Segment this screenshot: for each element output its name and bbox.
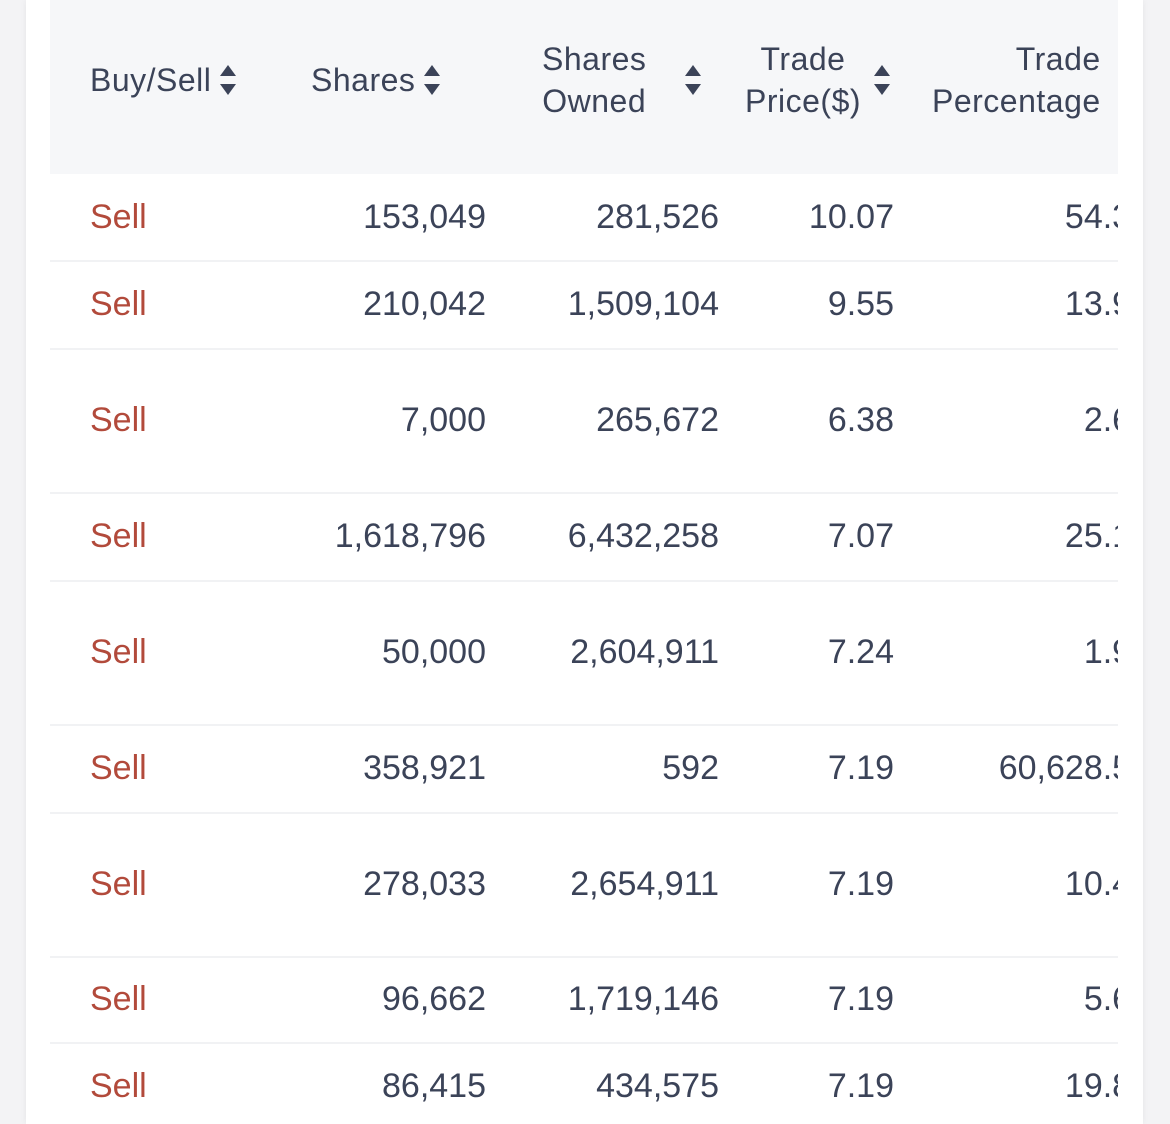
trade-price-value: 9.55 <box>827 284 894 323</box>
insider-trades-card: Buy/Sell Shares Shares Owned Trade Price… <box>26 0 1143 1124</box>
table-row: Sell 1,618,796 6,432,258 7.07 25.17 <box>50 492 1118 582</box>
shares-owned-value: 1,509,104 <box>567 284 719 323</box>
shares-value: 86,415 <box>382 1066 486 1105</box>
trade-percentage-value: 25.17 <box>1064 516 1118 555</box>
shares-owned-value: 592 <box>662 748 719 787</box>
trade-price-value: 7.24 <box>827 632 894 671</box>
trade-type: Sell <box>90 197 147 236</box>
trade-percentage-value: 2.63 <box>1083 400 1118 439</box>
column-header-label: Shares <box>311 62 416 98</box>
shares-owned-value: 1,719,146 <box>567 979 719 1018</box>
trade-price-value: 7.19 <box>827 748 894 787</box>
column-header-label: Trade Percentage <box>932 41 1101 119</box>
shares-value: 358,921 <box>363 748 486 787</box>
table-row: Sell 153,049 281,526 10.07 54.36 <box>50 174 1118 262</box>
shares-value: 153,049 <box>363 197 486 236</box>
column-header-buy-sell[interactable]: Buy/Sell <box>90 0 237 160</box>
trade-price-value: 10.07 <box>808 197 894 236</box>
table-header: Buy/Sell Shares Shares Owned Trade Price… <box>50 0 1118 174</box>
column-header-shares-owned[interactable]: Shares Owned <box>542 0 702 160</box>
trade-type: Sell <box>90 1066 147 1105</box>
trade-type: Sell <box>90 864 147 903</box>
trade-price-value: 6.38 <box>827 400 894 439</box>
trades-table: Buy/Sell Shares Shares Owned Trade Price… <box>50 0 1118 1124</box>
shares-value: 50,000 <box>382 632 486 671</box>
sort-icon[interactable] <box>423 64 441 96</box>
shares-owned-value: 2,654,911 <box>570 864 719 903</box>
trade-type: Sell <box>90 400 147 439</box>
column-header-label: Shares Owned <box>542 41 647 119</box>
shares-owned-value: 6,432,258 <box>567 516 719 555</box>
column-header-trade-percentage[interactable]: Trade Percentage <box>932 0 1101 160</box>
shares-value: 1,618,796 <box>334 516 486 555</box>
shares-owned-value: 2,604,911 <box>570 632 719 671</box>
trade-percentage-value: 60,628.55 <box>998 748 1118 787</box>
shares-value: 96,662 <box>382 979 486 1018</box>
column-header-label: Buy/Sell <box>90 62 212 98</box>
table-row: Sell 96,662 1,719,146 7.19 5.62 <box>50 956 1118 1044</box>
column-header-label: Trade Price($) <box>745 41 862 119</box>
table-row: Sell 86,415 434,575 7.19 19.89 <box>50 1042 1118 1124</box>
trade-percentage-value: 10.47 <box>1064 864 1118 903</box>
trade-percentage-value: 5.62 <box>1083 979 1118 1018</box>
trade-percentage-value: 19.89 <box>1064 1066 1118 1105</box>
column-header-shares[interactable]: Shares <box>311 0 441 160</box>
trade-type: Sell <box>90 748 147 787</box>
trade-type: Sell <box>90 516 147 555</box>
trade-price-value: 7.19 <box>827 979 894 1018</box>
trade-type: Sell <box>90 284 147 323</box>
shares-owned-value: 265,672 <box>596 400 719 439</box>
shares-owned-value: 434,575 <box>596 1066 719 1105</box>
shares-value: 7,000 <box>400 400 486 439</box>
table-row: Sell 278,033 2,654,911 7.19 10.47 <box>50 812 1118 958</box>
trade-percentage-value: 13.92 <box>1064 284 1118 323</box>
trade-percentage-value: 54.36 <box>1064 197 1118 236</box>
trade-percentage-value: 1.92 <box>1083 632 1118 671</box>
trade-price-value: 7.19 <box>827 1066 894 1105</box>
column-header-trade-price[interactable]: Trade Price($) <box>745 0 891 160</box>
table-row: Sell 358,921 592 7.19 60,628.55 <box>50 724 1118 814</box>
table-row: Sell 210,042 1,509,104 9.55 13.92 <box>50 260 1118 350</box>
trade-price-value: 7.07 <box>827 516 894 555</box>
shares-value: 278,033 <box>363 864 486 903</box>
sort-icon[interactable] <box>684 64 702 96</box>
trade-price-value: 7.19 <box>827 864 894 903</box>
trade-type: Sell <box>90 632 147 671</box>
table-row: Sell 7,000 265,672 6.38 2.63 <box>50 348 1118 494</box>
table-row: Sell 50,000 2,604,911 7.24 1.92 <box>50 580 1118 726</box>
trade-type: Sell <box>90 979 147 1018</box>
shares-value: 210,042 <box>363 284 486 323</box>
shares-owned-value: 281,526 <box>596 197 719 236</box>
sort-icon[interactable] <box>873 64 891 96</box>
sort-icon[interactable] <box>219 64 237 96</box>
